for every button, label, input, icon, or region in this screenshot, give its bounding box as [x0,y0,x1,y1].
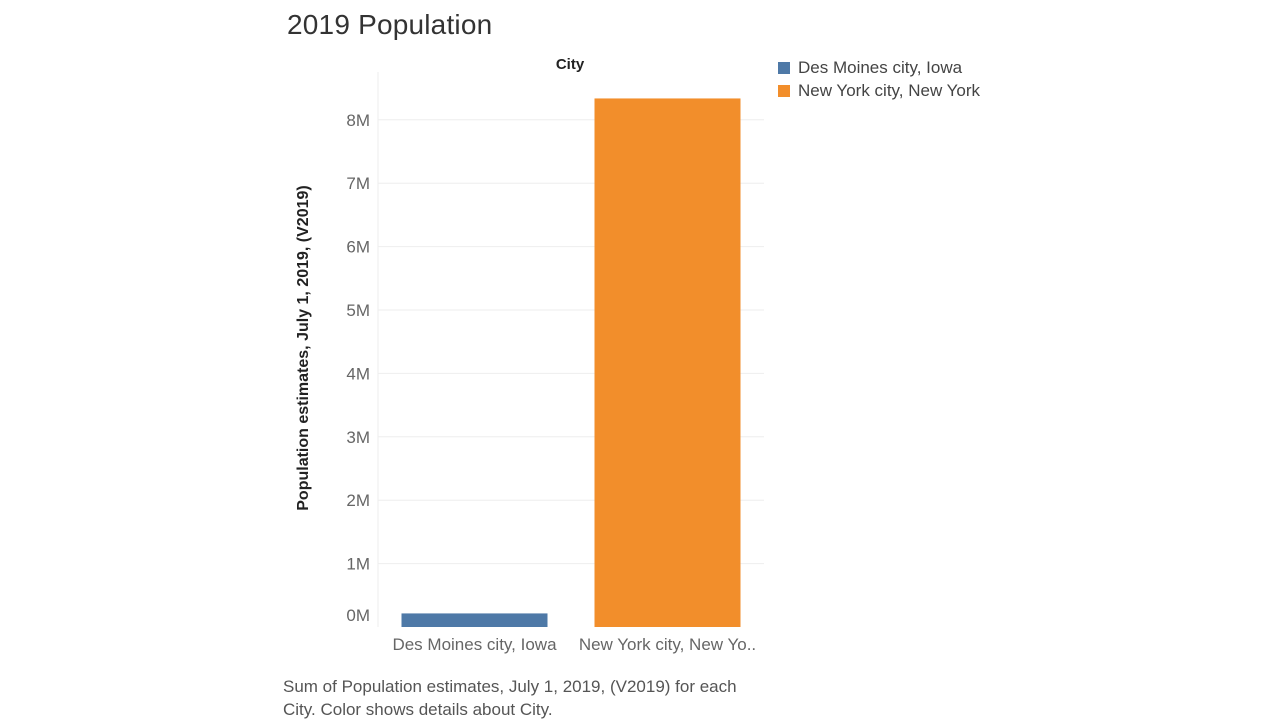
y-axis-title: Population estimates, July 1, 2019, (V20… [295,185,312,510]
caption-line: City. Color shows details about City. [283,700,553,719]
legend-item-new-york[interactable]: New York city, New York [778,79,980,102]
y-tick-label: 5M [346,301,370,320]
legend-item-des-moines[interactable]: Des Moines city, Iowa [778,56,980,79]
legend-label: New York city, New York [798,80,981,100]
caption-line: Sum of Population estimates, July 1, 201… [283,677,737,696]
y-tick-label: 6M [346,238,370,257]
y-tick-label: 3M [346,428,370,447]
chart-title: 2019 Population [287,9,493,40]
legend-swatch-new-york [778,84,790,97]
chart-caption: Sum of Population estimates, July 1, 201… [283,675,783,720]
x-tick-label: New York city, New Yo.. [579,635,756,654]
y-tick-label: 1M [346,555,370,574]
legend: Des Moines city, Iowa New York city, New… [778,56,980,102]
legend-swatch-des-moines [778,61,790,74]
bar-new-york[interactable] [594,98,741,627]
y-tick-label: 0M [346,606,370,625]
y-tick-label: 7M [346,174,370,193]
legend-label: Des Moines city, Iowa [798,57,963,77]
x-tick-label: Des Moines city, Iowa [392,635,557,654]
y-tick-label: 4M [346,364,370,383]
y-tick-label: 8M [346,111,370,130]
bar-des-moines[interactable] [401,613,548,627]
y-tick-label: 2M [346,491,370,510]
column-header-label: City [556,56,585,73]
